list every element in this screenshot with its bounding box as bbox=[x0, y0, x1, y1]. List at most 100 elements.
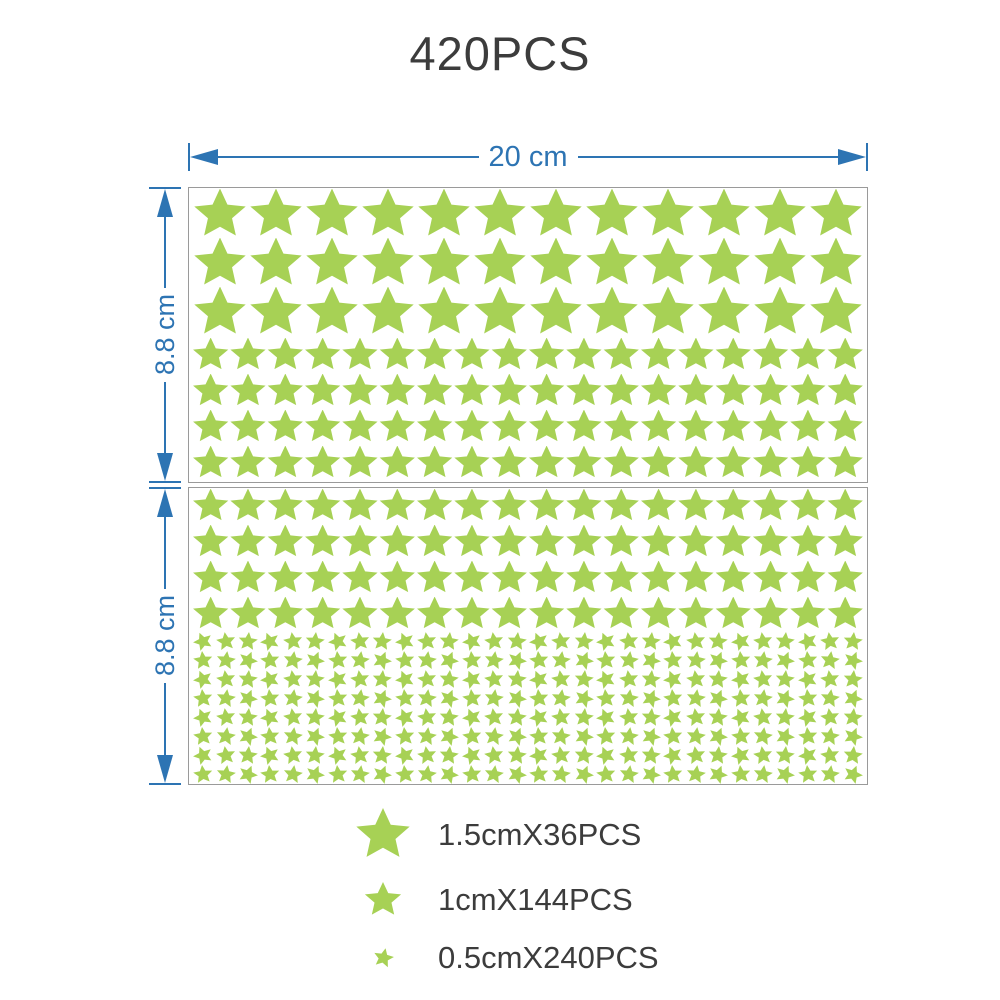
small-star-sticker bbox=[819, 707, 841, 729]
medium-star-sticker bbox=[379, 337, 415, 370]
star-row-medium bbox=[189, 373, 867, 409]
medium-star-sticker bbox=[267, 596, 303, 629]
legend-item-small: 0.5cmX240PCS bbox=[340, 936, 659, 980]
small-star-sticker bbox=[416, 650, 438, 672]
medium-star-sticker bbox=[715, 445, 751, 478]
medium-star-sticker bbox=[230, 596, 266, 629]
medium-star-sticker bbox=[640, 524, 677, 557]
medium-star-sticker bbox=[342, 445, 378, 478]
small-star-sticker bbox=[819, 650, 841, 672]
medium-star-sticker bbox=[305, 596, 341, 629]
medium-star-sticker bbox=[566, 560, 602, 593]
star-row-large bbox=[189, 237, 867, 288]
medium-star-sticker bbox=[752, 373, 789, 406]
dimension-tick-top bbox=[149, 187, 181, 189]
medium-star-sticker bbox=[566, 409, 602, 442]
small-star-sticker bbox=[214, 669, 236, 691]
small-star-sticker bbox=[506, 707, 528, 728]
star-row-small bbox=[189, 689, 867, 708]
star-row-medium bbox=[189, 596, 867, 632]
medium-star-sticker bbox=[528, 337, 565, 370]
legend-star-cell bbox=[340, 882, 426, 918]
small-star-sticker bbox=[707, 745, 729, 766]
small-star-sticker bbox=[595, 726, 617, 747]
small-star-sticker bbox=[617, 631, 639, 653]
star-row-small bbox=[189, 765, 867, 784]
medium-star-sticker bbox=[678, 445, 714, 478]
medium-star-sticker bbox=[603, 337, 639, 370]
small-star-sticker bbox=[259, 764, 281, 785]
medium-star-sticker bbox=[379, 524, 415, 557]
medium-star-sticker bbox=[267, 560, 303, 593]
medium-star-sticker bbox=[640, 373, 677, 406]
large-star-sticker bbox=[530, 237, 582, 285]
small-star-sticker bbox=[685, 650, 707, 672]
medium-star-sticker bbox=[715, 373, 751, 406]
medium-star-sticker bbox=[640, 596, 677, 629]
medium-star-sticker bbox=[827, 337, 863, 370]
small-star-sticker bbox=[416, 745, 438, 767]
medium-star-sticker bbox=[342, 560, 378, 593]
medium-star-sticker bbox=[267, 373, 303, 406]
star-row-medium bbox=[189, 560, 867, 596]
star-row-large bbox=[189, 286, 867, 337]
medium-star-sticker bbox=[230, 337, 266, 370]
medium-star-sticker bbox=[193, 445, 229, 478]
medium-star-sticker bbox=[790, 373, 826, 406]
medium-star-sticker bbox=[379, 445, 415, 478]
medium-star-sticker bbox=[454, 596, 490, 629]
small-star-sticker bbox=[774, 707, 796, 728]
small-star-sticker bbox=[506, 631, 528, 652]
medium-star-sticker bbox=[305, 373, 341, 406]
medium-star-sticker bbox=[491, 488, 527, 521]
small-star-sticker bbox=[730, 726, 752, 747]
small-star-sticker bbox=[259, 688, 281, 709]
small-star-sticker bbox=[842, 707, 864, 728]
small-star-sticker bbox=[214, 650, 236, 672]
large-star-sticker bbox=[250, 286, 302, 334]
medium-star-sticker bbox=[790, 488, 826, 521]
small-star-sticker bbox=[617, 745, 639, 767]
medium-star-sticker bbox=[566, 337, 602, 370]
small-star-sticker bbox=[327, 726, 349, 747]
star-row-medium bbox=[189, 337, 867, 373]
medium-star-sticker bbox=[790, 409, 826, 442]
small-star-sticker bbox=[685, 745, 707, 767]
small-star-sticker bbox=[349, 688, 371, 710]
small-star-sticker bbox=[550, 669, 572, 691]
medium-star-sticker bbox=[417, 488, 453, 521]
small-star-sticker bbox=[685, 688, 707, 710]
small-star-sticker bbox=[819, 726, 841, 748]
small-star-sticker bbox=[349, 745, 371, 767]
small-star-sticker bbox=[662, 688, 684, 709]
medium-star-sticker bbox=[305, 524, 341, 557]
small-star-sticker bbox=[483, 707, 505, 729]
medium-star-sticker bbox=[454, 488, 490, 521]
small-star-sticker bbox=[774, 745, 796, 766]
star-row-small bbox=[189, 708, 867, 727]
small-star-sticker bbox=[819, 688, 841, 710]
small-star-sticker bbox=[259, 650, 281, 671]
dimension-line-segment bbox=[577, 156, 839, 158]
small-star-sticker bbox=[662, 764, 684, 785]
medium-star-sticker bbox=[193, 596, 229, 629]
small-star-sticker bbox=[394, 650, 416, 671]
dimension-tick-bottom bbox=[149, 481, 181, 483]
arrow-right-icon bbox=[838, 149, 867, 165]
small-star-sticker bbox=[573, 631, 595, 652]
medium-star-sticker bbox=[752, 445, 789, 478]
medium-star-sticker bbox=[491, 409, 527, 442]
medium-star-sticker bbox=[193, 409, 229, 442]
star-row-medium bbox=[189, 524, 867, 560]
medium-star-sticker bbox=[267, 445, 303, 478]
large-star-sticker bbox=[418, 286, 470, 334]
small-star-sticker bbox=[371, 669, 393, 690]
star-row-small bbox=[189, 746, 867, 765]
arrow-left-icon bbox=[190, 149, 218, 165]
small-star-icon bbox=[371, 946, 396, 970]
medium-star-sticker bbox=[528, 445, 565, 478]
medium-star-sticker bbox=[528, 488, 565, 521]
medium-star-sticker bbox=[417, 409, 453, 442]
small-star-sticker bbox=[752, 650, 774, 672]
